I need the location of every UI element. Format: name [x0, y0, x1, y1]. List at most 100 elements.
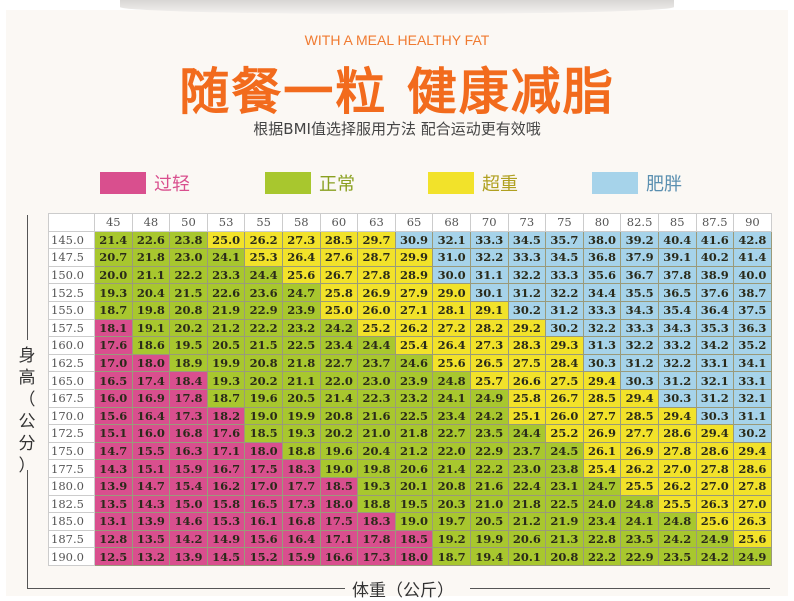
bmi-cell: 19.3	[206, 371, 246, 390]
table-row: 145.0 21.4 22.6 23.8 25.0 26.2 27.3 28.5 29.7 30.…	[48, 230, 772, 250]
bmi-cell: 18.8	[357, 494, 396, 514]
bmi-cell: 42.8	[733, 230, 772, 250]
bmi-cell: 23.2	[281, 318, 321, 338]
bmi-cell: 27.0	[695, 476, 735, 496]
legend-label: 过轻	[154, 174, 190, 195]
bmi-cell: 25.3	[244, 248, 283, 267]
bmi-cell: 22.0	[432, 441, 471, 461]
bmi-cell: 18.0	[131, 353, 171, 373]
bmi-cell: 19.3	[281, 424, 321, 443]
bmi-cell: 13.9	[131, 512, 171, 531]
bmi-cell: 41.6	[695, 230, 735, 250]
bmi-cell: 23.9	[281, 300, 321, 320]
bmi-cell: 24.7	[582, 476, 622, 496]
bmi-cell: 26.2	[244, 230, 283, 250]
bmi-cell: 20.8	[169, 300, 208, 320]
bmi-cell: 27.6	[319, 248, 359, 267]
bmi-cell: 22.3	[357, 388, 396, 408]
legend-item-normal: 正常	[265, 170, 355, 196]
bmi-cell: 26.7	[319, 265, 359, 285]
bmi-cell: 19.7	[432, 512, 471, 531]
bmi-cell: 21.8	[507, 494, 547, 514]
bmi-cell: 32.2	[545, 283, 584, 302]
bmi-cell: 21.0	[469, 494, 509, 514]
column-header: 55	[244, 213, 283, 232]
bmi-cell: 20.6	[507, 529, 547, 549]
bmi-cell: 36.4	[695, 300, 735, 320]
bmi-cell: 26.6	[507, 371, 547, 390]
bmi-cell: 17.6	[206, 424, 246, 443]
bmi-cell: 23.8	[169, 230, 208, 250]
bmi-cell: 21.9	[545, 512, 584, 531]
bmi-cell: 20.8	[545, 547, 584, 566]
bmi-cell: 20.8	[432, 476, 471, 496]
bmi-cell: 38.7	[733, 283, 772, 302]
bmi-cell: 31.3	[582, 336, 622, 355]
bmi-cell: 30.3	[620, 371, 659, 390]
bmi-cell: 25.5	[657, 494, 697, 514]
bmi-cell: 30.2	[507, 300, 547, 320]
bmi-cell: 21.2	[206, 318, 246, 338]
bmi-cell: 27.3	[281, 230, 321, 250]
bmi-cell: 22.9	[620, 547, 659, 566]
bmi-cell: 24.0	[582, 494, 622, 514]
bmi-cell: 26.9	[582, 424, 622, 443]
bmi-cell: 24.1	[620, 512, 659, 531]
bmi-cell: 19.5	[169, 336, 208, 355]
row-header: 170.0	[48, 406, 95, 426]
legend-label: 超重	[482, 174, 518, 195]
bmi-cell: 23.0	[507, 459, 547, 478]
bmi-cell: 33.3	[545, 265, 584, 285]
bmi-cell: 18.6	[131, 336, 171, 355]
bmi-cell: 14.2	[169, 529, 208, 549]
bmi-cell: 18.0	[319, 494, 359, 514]
bmi-cell: 15.1	[131, 459, 171, 478]
row-header: 155.0	[48, 300, 95, 320]
bmi-cell: 24.1	[432, 388, 471, 408]
bmi-cell: 31.2	[657, 371, 697, 390]
bmi-cell: 23.4	[432, 406, 471, 426]
bmi-cell: 18.7	[94, 300, 133, 320]
bmi-cell: 28.9	[394, 265, 434, 285]
bmi-cell: 27.8	[733, 476, 772, 496]
bmi-cell: 17.3	[169, 406, 208, 426]
bmi-cell: 37.6	[695, 283, 735, 302]
row-header: 162.5	[48, 353, 95, 373]
bmi-cell: 16.9	[131, 388, 171, 408]
bmi-cell: 18.8	[281, 441, 321, 461]
bmi-cell: 29.3	[545, 336, 584, 355]
bmi-cell: 14.6	[169, 512, 208, 531]
bmi-cell: 16.7	[206, 459, 246, 478]
table-row: 172.5 15.1 16.0 16.8 17.6 18.5 19.3 20.2 21.0 21.…	[48, 424, 772, 443]
bmi-cell: 20.3	[432, 494, 471, 514]
bmi-cell: 20.2	[244, 371, 283, 390]
bmi-cell: 21.4	[94, 230, 133, 250]
column-header: 80	[582, 213, 622, 232]
row-header: 145.0	[48, 230, 95, 250]
bmi-cell: 25.6	[281, 265, 321, 285]
bmi-cell: 20.7	[94, 248, 133, 267]
bmi-cell: 17.3	[357, 547, 396, 566]
bmi-cell: 20.5	[281, 388, 321, 408]
bmi-cell: 28.7	[357, 248, 396, 267]
bmi-cell: 35.5	[620, 283, 659, 302]
bmi-cell: 35.4	[657, 300, 697, 320]
legend-label: 正常	[319, 174, 355, 195]
x-axis-label: 体重（公斤）	[352, 581, 454, 601]
bmi-cell: 23.6	[244, 283, 283, 302]
bmi-cell: 13.5	[131, 529, 171, 549]
bmi-cell: 27.5	[507, 353, 547, 373]
column-header: 85	[657, 213, 697, 232]
row-header: 190.0	[48, 547, 95, 566]
bmi-cell: 21.3	[545, 529, 584, 549]
bmi-cell: 18.0	[394, 547, 434, 566]
bmi-cell: 27.0	[657, 459, 697, 478]
row-header: 182.5	[48, 494, 95, 514]
bmi-cell: 28.4	[545, 353, 584, 373]
bmi-cell: 21.5	[244, 336, 283, 355]
bmi-cell: 19.0	[394, 512, 434, 531]
bmi-cell: 24.9	[695, 529, 735, 549]
bmi-cell: 26.4	[432, 336, 471, 355]
bmi-cell: 30.2	[545, 318, 584, 338]
bmi-cell: 17.8	[169, 388, 208, 408]
